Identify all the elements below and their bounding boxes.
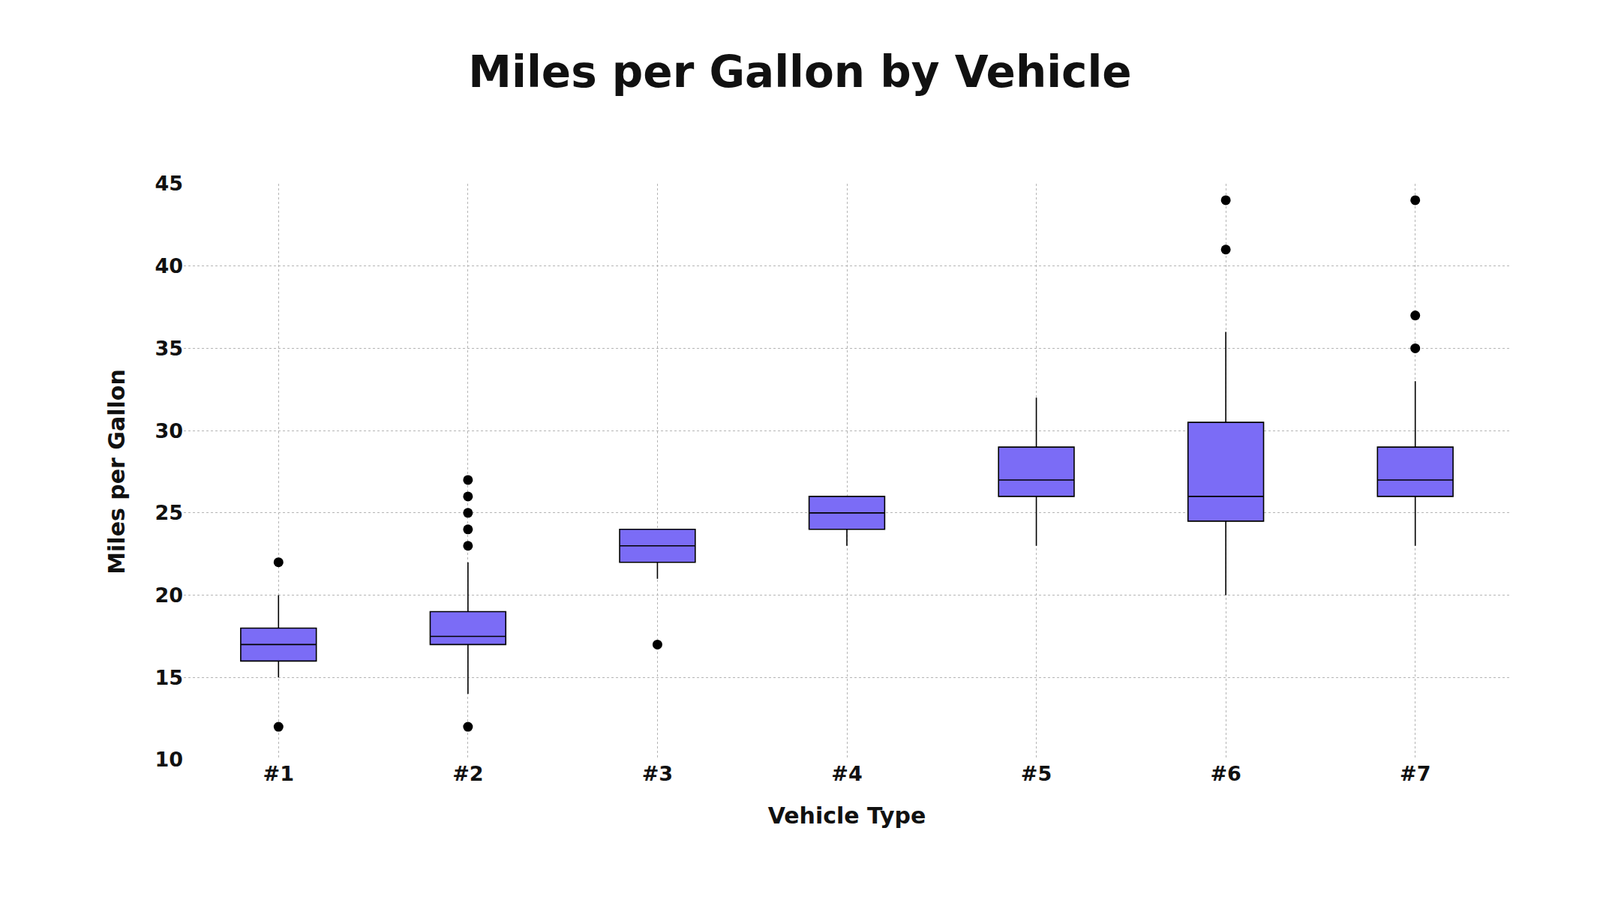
svg-text:#2: #2 xyxy=(452,762,484,786)
svg-text:#5: #5 xyxy=(1020,762,1052,786)
svg-text:15: 15 xyxy=(154,666,184,690)
svg-text:Miles per Gallon: Miles per Gallon xyxy=(103,369,130,575)
svg-text:25: 25 xyxy=(154,501,184,525)
svg-text:Miles per Gallon by Vehicle: Miles per Gallon by Vehicle xyxy=(468,46,1132,98)
svg-text:#3: #3 xyxy=(642,762,673,786)
svg-text:#4: #4 xyxy=(831,762,862,786)
svg-text:45: 45 xyxy=(154,171,184,196)
svg-text:#7: #7 xyxy=(1399,762,1431,786)
svg-text:30: 30 xyxy=(154,419,184,443)
svg-text:#6: #6 xyxy=(1209,762,1241,786)
svg-text:#1: #1 xyxy=(263,762,295,786)
svg-text:10: 10 xyxy=(154,747,184,772)
svg-text:Vehicle Type: Vehicle Type xyxy=(768,802,927,829)
svg-text:35: 35 xyxy=(154,336,184,361)
svg-text:20: 20 xyxy=(154,583,184,607)
svg-text:40: 40 xyxy=(154,254,184,278)
